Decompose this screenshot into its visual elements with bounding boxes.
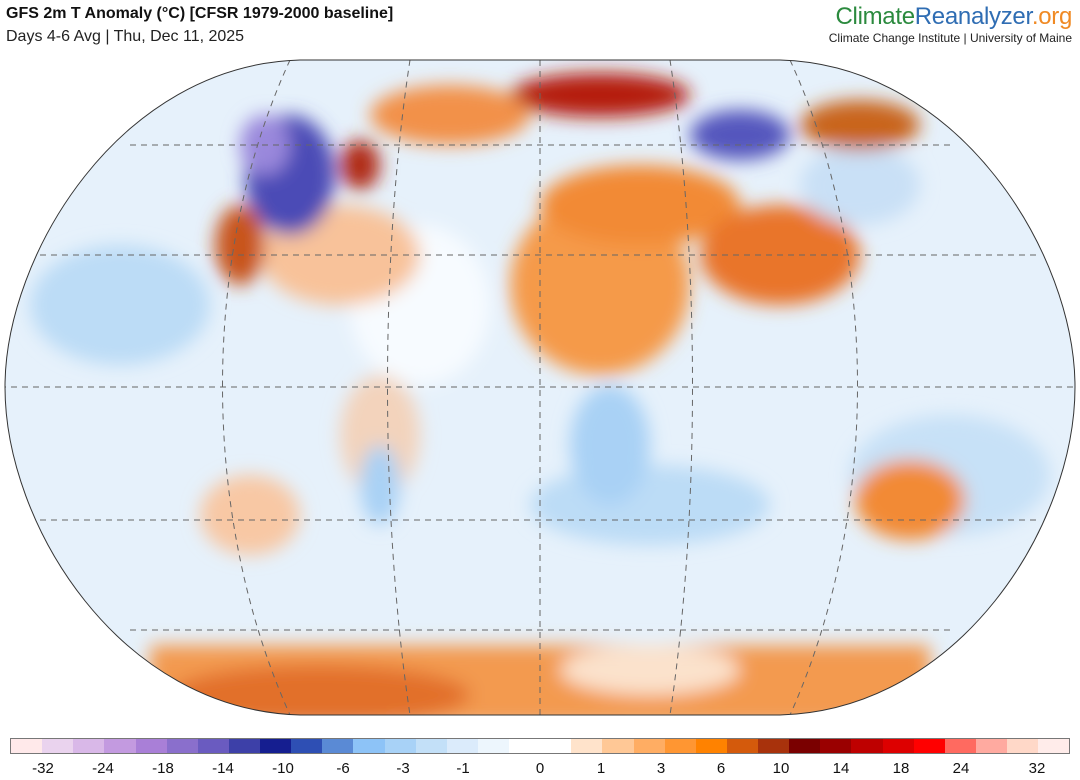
colorbar-tick-label: -10 xyxy=(272,760,294,777)
colorbar-segment xyxy=(509,739,541,753)
colorbar-tick-label: -6 xyxy=(336,760,350,777)
colorbar-segment xyxy=(42,739,74,753)
colorbar-tick-label: 24 xyxy=(952,760,970,777)
colorbar-tick-label: 10 xyxy=(772,760,790,777)
colorbar-segment xyxy=(104,739,136,753)
colorbar-tick-label: 3 xyxy=(656,760,666,777)
colorbar-segment xyxy=(11,739,43,753)
colorbar-tick-label: 18 xyxy=(892,760,910,777)
colorbar-segment xyxy=(789,739,821,753)
colorbar-segment xyxy=(975,739,1007,753)
colorbar-segment xyxy=(758,739,790,753)
colorbar-segment xyxy=(1038,739,1070,753)
colorbar-segment xyxy=(477,739,509,753)
colorbar-segment xyxy=(726,739,758,753)
map-outline xyxy=(4,59,1076,716)
colorbar-tick-label: -18 xyxy=(152,760,174,777)
climate-reanalyzer-logo[interactable]: ClimateReanalyzer.org xyxy=(836,3,1073,31)
colorbar-segment xyxy=(571,739,603,753)
colorbar-segment xyxy=(664,739,696,753)
colorbar-segment xyxy=(228,739,260,753)
colorbar xyxy=(10,738,1070,754)
colorbar-tick-label: 6 xyxy=(716,760,726,777)
colorbar-segment xyxy=(353,739,385,753)
colorbar-tick-label: 32 xyxy=(1028,760,1046,777)
colorbar-segment xyxy=(633,739,665,753)
colorbar-segment xyxy=(820,739,852,753)
colorbar-segment xyxy=(913,739,945,753)
colorbar-segment xyxy=(882,739,914,753)
colorbar-segment xyxy=(540,739,572,753)
graticule xyxy=(5,60,1075,715)
colorbar-segment xyxy=(73,739,105,753)
colorbar-tick-label: -24 xyxy=(92,760,114,777)
colorbar-tick-label: -14 xyxy=(212,760,234,777)
colorbar-segment xyxy=(197,739,229,753)
colorbar-segment xyxy=(944,739,976,753)
logo-climate: Climate xyxy=(835,3,916,30)
colorbar-tick-label: 1 xyxy=(596,760,606,777)
anomaly-field xyxy=(5,60,1075,715)
logo-tagline: Climate Change Institute | University of… xyxy=(828,31,1072,45)
colorbar-tick-label: 0 xyxy=(535,760,545,777)
logo-reanalyzer: Reanalyzer xyxy=(914,3,1032,30)
colorbar-segment xyxy=(260,739,292,753)
colorbar-segment xyxy=(446,739,478,753)
colorbar-segment xyxy=(851,739,883,753)
colorbar-tick-label: -3 xyxy=(396,760,410,777)
colorbar-segment xyxy=(602,739,634,753)
colorbar-segment xyxy=(291,739,323,753)
colorbar-segment xyxy=(695,739,727,753)
colorbar-tick-label: 14 xyxy=(832,760,850,777)
colorbar-segment xyxy=(322,739,354,753)
colorbar-tick-label: -32 xyxy=(32,760,54,777)
colorbar-segment xyxy=(135,739,167,753)
colorbar-segment xyxy=(415,739,447,753)
colorbar-segment xyxy=(384,739,416,753)
map-title: GFS 2m T Anomaly (°C) [CFSR 1979-2000 ba… xyxy=(6,5,394,22)
logo-org: .org xyxy=(1031,3,1072,30)
colorbar-segment xyxy=(166,739,198,753)
map-subtitle: Days 4-6 Avg | Thu, Dec 11, 2025 xyxy=(6,28,245,45)
colorbar-tick-label: -1 xyxy=(456,760,470,777)
colorbar-segment xyxy=(1007,739,1039,753)
temperature-anomaly-map xyxy=(4,59,1076,716)
